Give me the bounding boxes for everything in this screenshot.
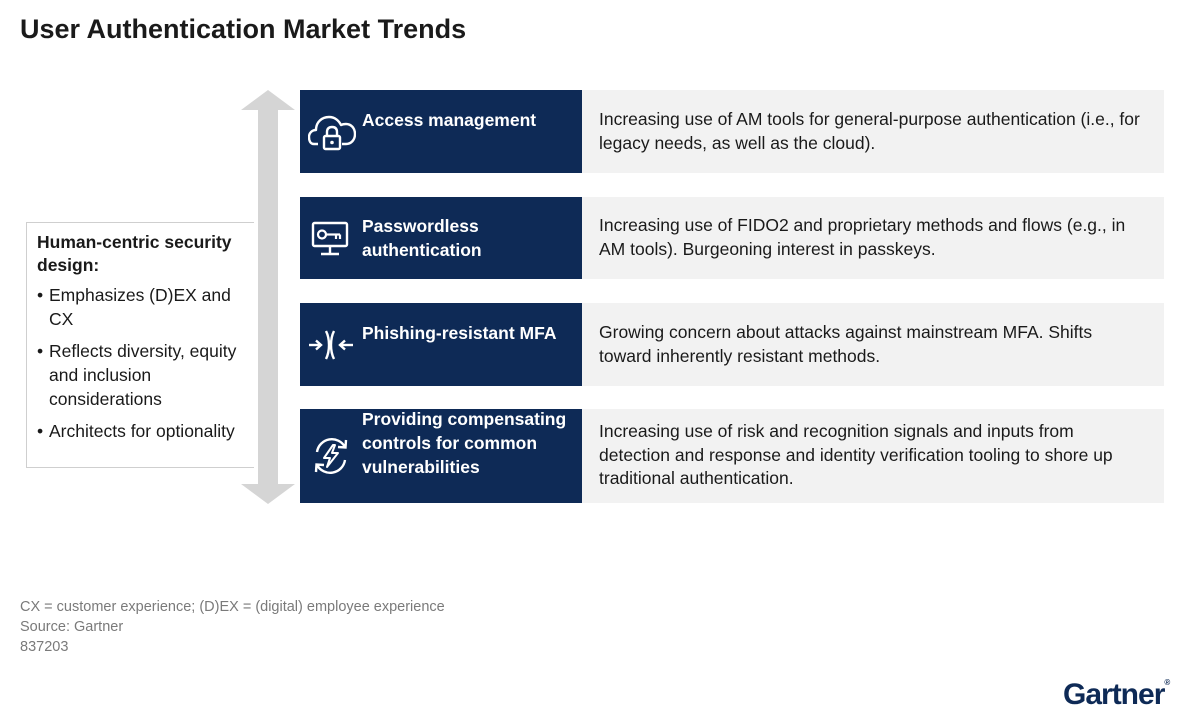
trend-label-panel: Access management (300, 90, 582, 173)
list-item-text: Emphasizes (D)EX and CX (49, 285, 231, 329)
gartner-logo: Gartner® (1063, 678, 1170, 712)
monitor-key-icon (311, 221, 349, 256)
resist-arrows-icon (309, 330, 353, 360)
trend-label: Access management (362, 110, 537, 130)
trend-label: Providing compensating controls for comm… (362, 409, 567, 477)
trend-description-panel: Increasing use of FIDO2 and proprietary … (582, 197, 1164, 279)
human-centric-heading: Human-centric security design: (37, 232, 232, 275)
trend-label: Phishing-resistant MFA (362, 323, 557, 343)
list-item-text: Reflects diversity, equity and inclusion… (49, 341, 237, 409)
lightning-refresh-icon (314, 438, 348, 474)
bullet-icon: • (37, 421, 44, 441)
bullet-icon: • (37, 341, 44, 361)
trend-description-panel: Increasing use of risk and recognition s… (582, 409, 1164, 503)
registered-mark: ® (1164, 678, 1171, 687)
trend-row-phishing-resistant: Phishing-resistant MFA Growing concern a… (300, 303, 1164, 386)
list-item: • Emphasizes (D)EX and CX (37, 283, 244, 331)
trend-description: Increasing use of AM tools for general-p… (599, 109, 1140, 153)
cloud-lock-icon (308, 115, 356, 151)
list-item-text: Architects for optionality (49, 421, 235, 441)
logo-text: Gartner (1063, 678, 1165, 711)
double-arrow-icon (241, 90, 295, 504)
trend-description: Increasing use of FIDO2 and proprietary … (599, 215, 1126, 259)
human-centric-panel: Human-centric security design: • Emphasiz… (26, 222, 254, 468)
trend-row-passwordless: Passwordless authentication Increasing u… (300, 197, 1164, 279)
footnote-abbreviations: CX = customer experience; (D)EX = (digit… (20, 599, 445, 615)
footnote-source: Source: Gartner (20, 619, 124, 635)
list-item: • Reflects diversity, equity and inclusio… (37, 339, 244, 411)
footnotes: CX = customer experience; (D)EX = (digit… (20, 597, 445, 657)
trend-label-panel: Phishing-resistant MFA (300, 303, 582, 386)
trend-description: Growing concern about attacks against ma… (599, 322, 1093, 366)
trend-description: Increasing use of risk and recognition s… (599, 421, 1113, 488)
human-centric-list: • Emphasizes (D)EX and CX • Reflects diver… (37, 283, 244, 443)
trend-row-compensating-controls: Providing compensating controls for comm… (300, 409, 1164, 503)
trend-description-panel: Growing concern about attacks against ma… (582, 303, 1164, 386)
bullet-icon: • (37, 285, 44, 305)
trend-label: Passwordless authentication (362, 216, 482, 260)
trend-label-panel: Passwordless authentication (300, 197, 582, 279)
page-title: User Authentication Market Trends (20, 14, 467, 44)
trend-row-access-management: Access management Increasing use of AM t… (300, 90, 1164, 173)
footnote-id: 837203 (20, 639, 69, 655)
trend-description-panel: Increasing use of AM tools for general-p… (582, 90, 1164, 173)
trend-label-panel: Providing compensating controls for comm… (300, 409, 582, 503)
list-item: • Architects for optionality (37, 419, 244, 443)
